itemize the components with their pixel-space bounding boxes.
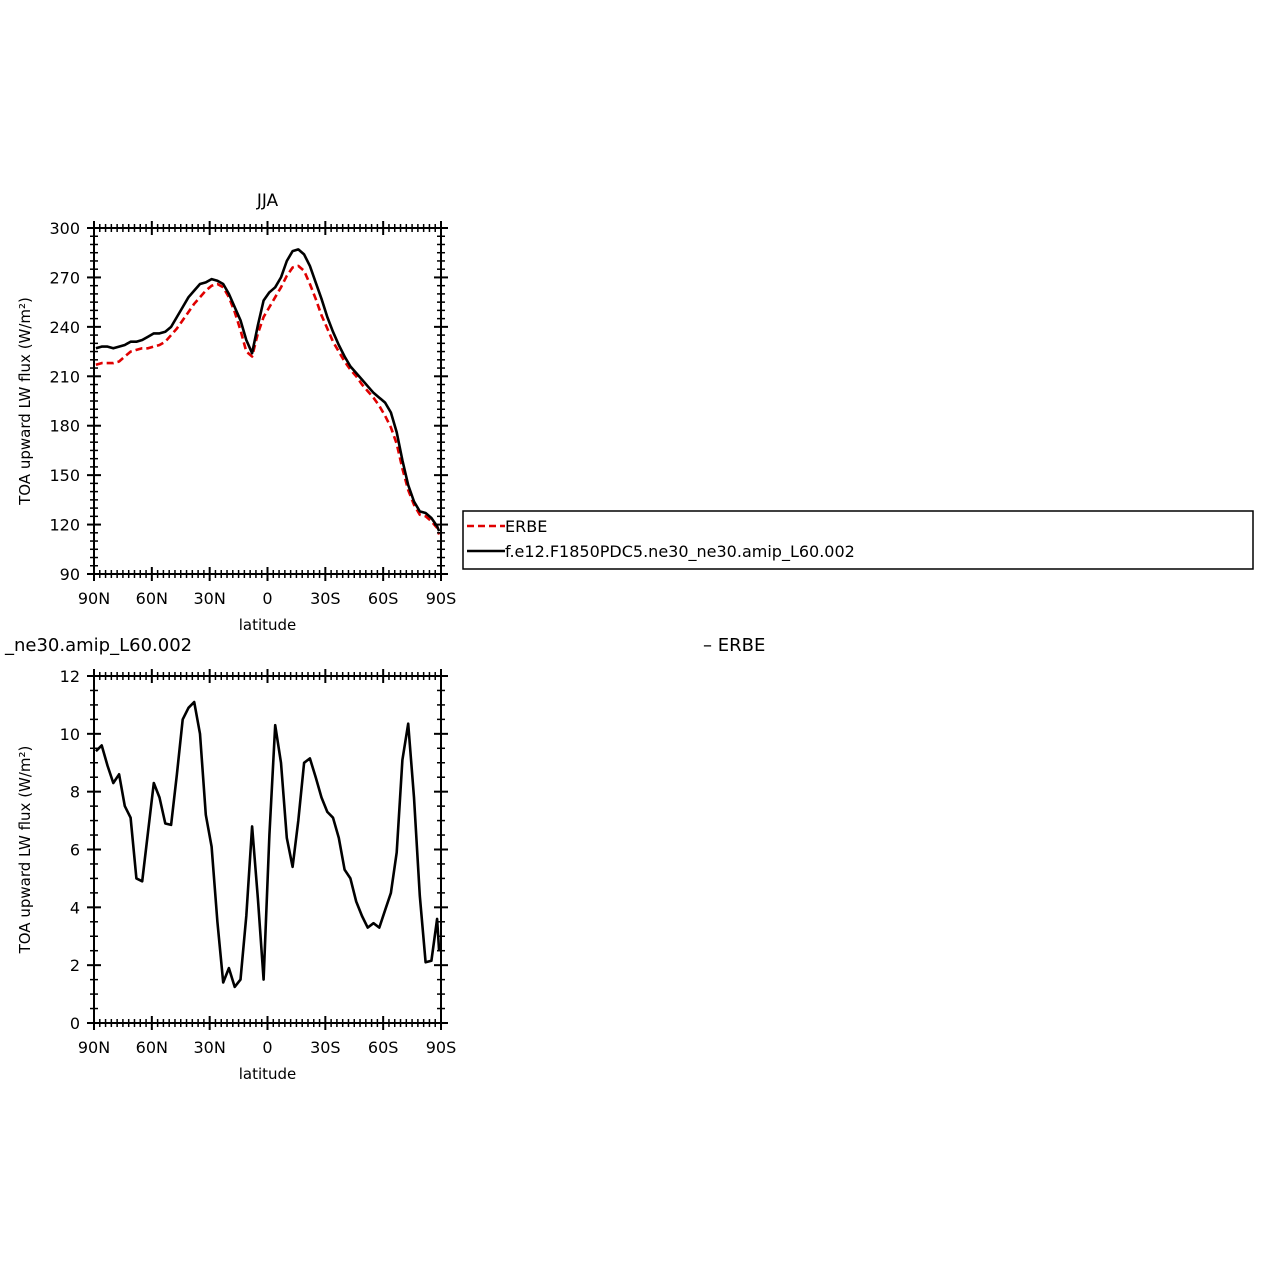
x-tick-label: 0 (262, 1038, 272, 1057)
chart-title-right: – ERBE (703, 635, 765, 656)
y-tick-label: 0 (70, 1014, 80, 1033)
x-tick-label: 60N (136, 589, 168, 608)
bottom-panel-difference: _ne30.amip_L60.002 – ERBE 0 2 4 6 8 10 12 90N 60N 3… (4, 635, 765, 1083)
x-tick-label: 90S (426, 1038, 457, 1057)
y-tick-label: 120 (49, 516, 80, 535)
y-tick-label: 8 (70, 783, 80, 802)
y-tick-label: 4 (70, 898, 80, 917)
chart-title-left: _ne30.amip_L60.002 (4, 635, 192, 656)
x-axis-label: latitude (239, 616, 297, 634)
legend-label-1: f.e12.F1850PDC5.ne30_ne30.amip_L60.002 (505, 542, 855, 562)
y-tick-label: 300 (49, 219, 80, 238)
legend-label-0: ERBE (505, 517, 547, 536)
x-tick-label: 30S (310, 1038, 341, 1057)
y-tick-label: 6 (70, 841, 80, 860)
y-tick-label: 10 (60, 725, 80, 744)
legend-box (462, 510, 1254, 570)
x-tick-label: 30N (194, 1038, 226, 1057)
x-tick-label: 60S (368, 1038, 399, 1057)
y-tick-label: 2 (70, 956, 80, 975)
y-tick-label: 210 (49, 367, 80, 386)
y-axis-label: TOA upward LW flux (W/m²) (16, 297, 34, 506)
top-panel-jja: JJA 90 120 150 180 210 240 270 300 90N 60N 30N 0 30S 6… (16, 191, 456, 634)
series-line-difference (94, 700, 441, 989)
x-tick-label: 60S (368, 589, 399, 608)
legend: ERBE f.e12.F1850PDC5.ne30_ne30.amip_L60.0… (462, 510, 1254, 570)
y-tick-label: 90 (60, 565, 80, 584)
y-axis-label: TOA upward LW flux (W/m²) (16, 746, 34, 955)
y-tick-label: 180 (49, 417, 80, 436)
y-tick-label: 240 (49, 318, 80, 337)
x-tick-label: 90S (426, 589, 457, 608)
x-tick-label: 90N (78, 589, 110, 608)
y-tick-label: 270 (49, 268, 80, 287)
plot-frame (93, 227, 442, 575)
y-tick-label: 12 (60, 667, 80, 686)
x-tick-label: 30N (194, 589, 226, 608)
series-line-erbe (95, 264, 441, 535)
chart-title: JJA (256, 191, 279, 211)
series-line-f-e12-f1850pdc5-ne30-ne30-amip-l60-002 (95, 248, 441, 532)
x-tick-label: 60N (136, 1038, 168, 1057)
x-tick-label: 30S (310, 589, 341, 608)
y-tick-label: 150 (49, 466, 80, 485)
x-tick-label: 0 (262, 589, 272, 608)
x-tick-label: 90N (78, 1038, 110, 1057)
x-axis-label: latitude (239, 1065, 297, 1083)
